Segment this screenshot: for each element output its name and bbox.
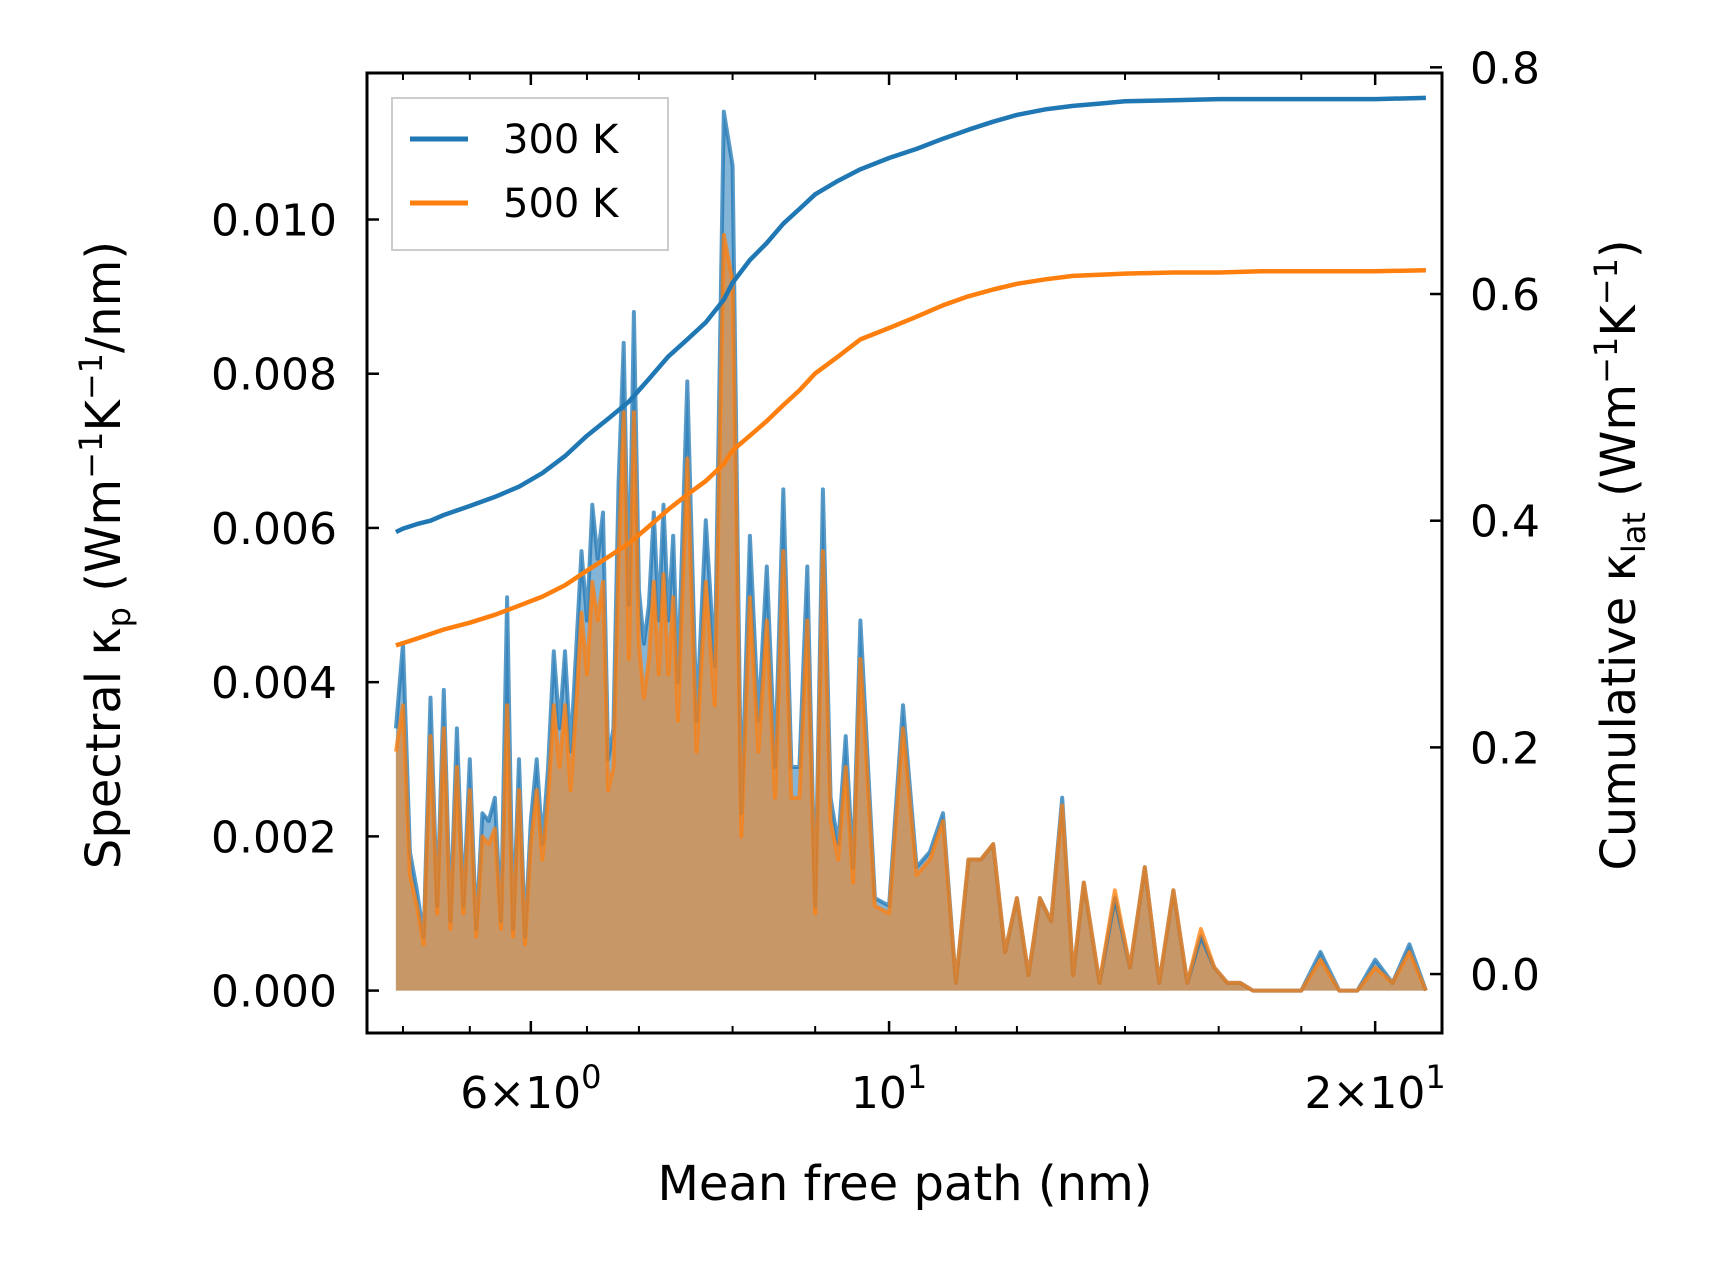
y-right-tick-label: 0.8 (1470, 43, 1540, 94)
y-left-tick-label: 0.010 (211, 196, 337, 247)
y-left-tick-label: 0.004 (211, 658, 337, 709)
spectral-line-500k (393, 232, 1428, 993)
x-tick-label: 101 (851, 1058, 927, 1119)
y-left-tick-label: 0.008 (211, 350, 337, 401)
x-axis-label: Mean free path (nm) (658, 1156, 1153, 1212)
tick-labels: 6×100 101 2×101 0.000 0.002 0.004 0.006 0.008 0.… (211, 43, 1540, 1119)
y-left-tick-label: 0.006 (211, 504, 337, 555)
spectral-fill-500k (395, 234, 1426, 991)
y-right-tick-label: 0.2 (1470, 723, 1540, 774)
spectral-lines (393, 109, 1428, 993)
cumulative-lines (394, 95, 1426, 648)
legend: 300 K 500 K (391, 97, 669, 251)
spectral-fills (395, 111, 1426, 991)
x-tick-label: 2×101 (1305, 1058, 1446, 1119)
y-right-tick-label: 0.4 (1470, 497, 1540, 548)
legend-label-500k: 500 K (503, 181, 620, 227)
legend-box (391, 97, 669, 251)
y-left-tick-label: 0.000 (211, 967, 337, 1018)
cumulative-line-300k (394, 95, 1426, 535)
x-tick-label: 6×100 (460, 1058, 601, 1119)
y-right-tick-label: 0.0 (1470, 950, 1540, 1001)
plot-frame (365, 71, 1444, 1035)
y-right-tick-label: 0.6 (1470, 270, 1540, 321)
y-axis-left-label: Spectral κp (Wm−1K−1/nm) (72, 241, 138, 869)
y-axis-right-label: Cumulative κlat (Wm−1K−1) (1587, 239, 1653, 870)
cumulative-line-500k (395, 267, 1426, 648)
y-left-tick-label: 0.002 (211, 812, 337, 863)
legend-label-300k: 300 K (503, 117, 620, 163)
plot-area (393, 95, 1428, 993)
